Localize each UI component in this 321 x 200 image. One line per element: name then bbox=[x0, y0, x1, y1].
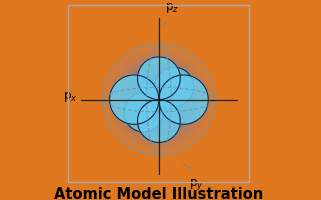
Circle shape bbox=[139, 81, 178, 120]
Text: Atomic Model Illustration: Atomic Model Illustration bbox=[54, 186, 264, 200]
Bar bbox=[68, 6, 249, 182]
Circle shape bbox=[148, 89, 170, 111]
Circle shape bbox=[123, 64, 195, 136]
Polygon shape bbox=[109, 76, 159, 125]
Polygon shape bbox=[124, 93, 163, 132]
Text: p$_y$: p$_y$ bbox=[189, 177, 203, 192]
Circle shape bbox=[131, 72, 187, 128]
Circle shape bbox=[115, 57, 203, 144]
Polygon shape bbox=[137, 100, 180, 143]
Circle shape bbox=[153, 95, 164, 106]
Circle shape bbox=[108, 50, 209, 150]
Polygon shape bbox=[159, 76, 208, 125]
Polygon shape bbox=[154, 68, 194, 107]
Polygon shape bbox=[137, 58, 180, 100]
Text: p$_x$: p$_x$ bbox=[63, 90, 77, 104]
Circle shape bbox=[103, 44, 215, 156]
Text: p$_z$: p$_z$ bbox=[166, 1, 179, 15]
